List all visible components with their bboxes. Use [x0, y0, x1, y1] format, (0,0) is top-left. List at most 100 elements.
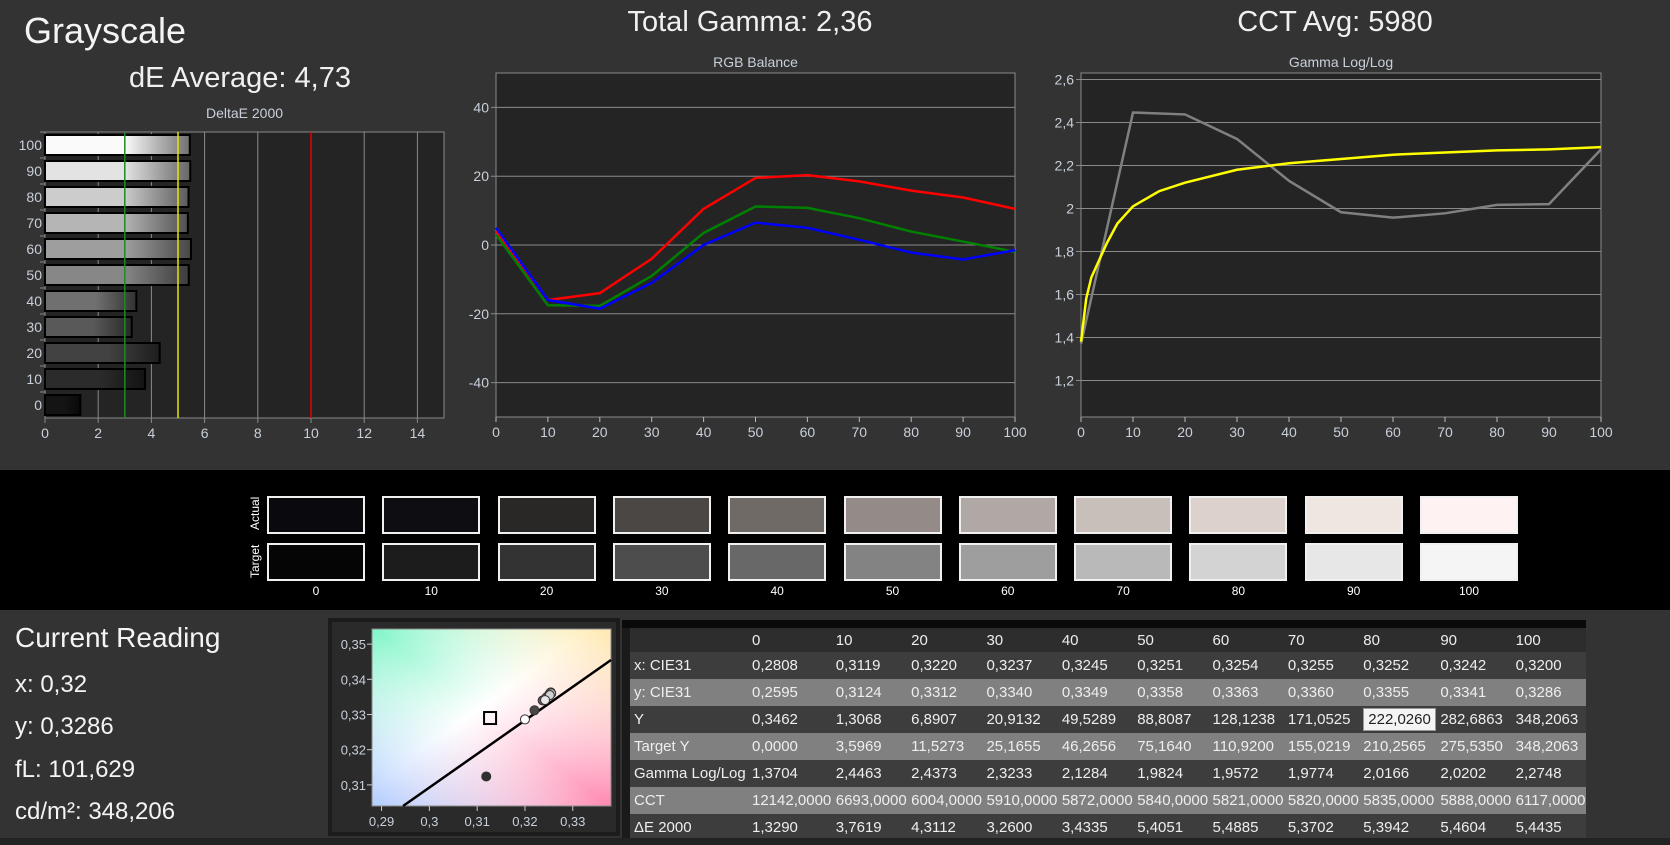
- column-header: 80: [1359, 620, 1437, 652]
- table-cell[interactable]: 5,4885: [1208, 814, 1284, 841]
- de-average: dE Average: 4,73: [129, 62, 351, 94]
- table-cell[interactable]: 0,2595: [748, 679, 832, 706]
- table-cell[interactable]: 0,3355: [1359, 679, 1437, 706]
- table-cell[interactable]: 5,4051: [1133, 814, 1209, 841]
- table-cell[interactable]: 0,3340: [982, 679, 1058, 706]
- table-cell[interactable]: 0,3254: [1208, 652, 1284, 679]
- table-cell[interactable]: 0,3245: [1057, 652, 1134, 679]
- table-cell[interactable]: 0,2808: [748, 652, 832, 679]
- actual-swatch: [728, 496, 827, 534]
- actual-swatch: [382, 496, 481, 534]
- table-cell[interactable]: 1,3704: [748, 760, 832, 787]
- table-cell[interactable]: 6004,0000: [907, 787, 983, 814]
- table-cell[interactable]: 5840,0000: [1133, 787, 1209, 814]
- table-cell[interactable]: 2,4463: [831, 760, 908, 787]
- table-cell[interactable]: 5,4604: [1436, 814, 1512, 841]
- table-cell[interactable]: 0,3349: [1057, 679, 1134, 706]
- table-cell[interactable]: 275,5350: [1436, 733, 1512, 760]
- table-cell[interactable]: 1,9572: [1208, 760, 1284, 787]
- table-cell[interactable]: 1,9824: [1133, 760, 1209, 787]
- table-cell[interactable]: 0,3237: [982, 652, 1058, 679]
- x-tick-label: 30: [644, 424, 660, 440]
- table-cell[interactable]: 5888,0000: [1436, 787, 1512, 814]
- table-cell[interactable]: 20,9132: [982, 706, 1058, 733]
- table-cell[interactable]: 0,3312: [907, 679, 983, 706]
- table-cell[interactable]: 49,5289: [1057, 706, 1134, 733]
- table-cell[interactable]: 5820,0000: [1283, 787, 1360, 814]
- target-swatch: [843, 543, 942, 581]
- y-tick-label: 0,35: [341, 637, 366, 652]
- selected-cell[interactable]: 222,0260: [1363, 708, 1436, 731]
- table-cell[interactable]: 5,3702: [1283, 814, 1360, 841]
- measurement-point: [529, 705, 540, 716]
- table-cell[interactable]: 11,5273: [907, 733, 983, 760]
- y-tick-label: 100: [19, 137, 43, 153]
- table-cell[interactable]: 0,3363: [1208, 679, 1284, 706]
- table-cell[interactable]: 0,0000: [748, 733, 832, 760]
- table-cell[interactable]: 2,4373: [907, 760, 983, 787]
- table-cell[interactable]: 0,3220: [907, 652, 983, 679]
- table-cell[interactable]: 348,2063: [1511, 733, 1586, 760]
- table-cell[interactable]: 2,0166: [1359, 760, 1437, 787]
- table-cell[interactable]: 3,5969: [831, 733, 908, 760]
- x-tick-label: 20: [592, 424, 608, 440]
- table-cell[interactable]: 25,1655: [982, 733, 1058, 760]
- deltae-bar: [44, 134, 191, 156]
- table-cell[interactable]: 2,1284: [1057, 760, 1134, 787]
- table-cell[interactable]: 2,3233: [982, 760, 1058, 787]
- table-cell[interactable]: 155,0219: [1283, 733, 1360, 760]
- table-cell[interactable]: 0,3200: [1511, 652, 1586, 679]
- table-cell[interactable]: 222,0260: [1359, 706, 1437, 733]
- table-cell[interactable]: 0,3252: [1359, 652, 1437, 679]
- swatch-label: 50: [885, 584, 900, 598]
- swatch-panel: Actual Target 0 10 20 30 40 50 60 70 80 90 100: [0, 470, 1670, 610]
- table-cell[interactable]: 6117,0000: [1511, 787, 1586, 814]
- table-cell[interactable]: 2,2748: [1511, 760, 1586, 787]
- table-cell[interactable]: 1,3290: [748, 814, 832, 841]
- table-cell[interactable]: 3,4335: [1057, 814, 1134, 841]
- table-cell[interactable]: 5872,0000: [1057, 787, 1134, 814]
- table-cell[interactable]: 171,0525: [1283, 706, 1360, 733]
- deltae-bar: [44, 368, 147, 390]
- swatch-label: 90: [1347, 584, 1361, 598]
- table-cell[interactable]: 5,3942: [1359, 814, 1437, 841]
- table-cell[interactable]: 5910,0000: [982, 787, 1058, 814]
- table-cell[interactable]: 128,1238: [1208, 706, 1284, 733]
- table-cell[interactable]: 0,3255: [1283, 652, 1360, 679]
- y-tick-label: 2,4: [1055, 114, 1075, 130]
- table-cell[interactable]: 0,3286: [1511, 679, 1586, 706]
- table-cell[interactable]: 210,2565: [1359, 733, 1437, 760]
- table-cell[interactable]: 5835,0000: [1359, 787, 1437, 814]
- target-whitepoint: [483, 711, 498, 726]
- table-cell[interactable]: 0,3242: [1436, 652, 1512, 679]
- x-tick-label: 90: [1541, 424, 1557, 440]
- table-cell[interactable]: 0,3358: [1133, 679, 1209, 706]
- table-cell[interactable]: 46,2656: [1057, 733, 1134, 760]
- table-cell[interactable]: 88,8087: [1133, 706, 1209, 733]
- table-cell[interactable]: 5,4435: [1511, 814, 1586, 841]
- target-swatch: [728, 543, 827, 581]
- table-cell[interactable]: 0,3341: [1436, 679, 1512, 706]
- table-cell[interactable]: 4,3112: [907, 814, 983, 841]
- table-cell[interactable]: 0,3251: [1133, 652, 1209, 679]
- table-cell[interactable]: 1,3068: [831, 706, 908, 733]
- table-cell[interactable]: 6,8907: [907, 706, 983, 733]
- table-cell[interactable]: 0,3462: [748, 706, 832, 733]
- measurement-table: 0 10 20 30 40 50 60 70 80 90 100 x: CIE31 0,2808 0,31…: [622, 620, 1586, 841]
- table-cell[interactable]: 0,3360: [1283, 679, 1360, 706]
- table-cell[interactable]: 1,9774: [1283, 760, 1360, 787]
- table-cell[interactable]: 3,2600: [982, 814, 1058, 841]
- table-cell[interactable]: 0,3124: [831, 679, 908, 706]
- table-cell[interactable]: 5821,0000: [1208, 787, 1284, 814]
- table-cell[interactable]: 0,3119: [831, 652, 908, 679]
- table-cell[interactable]: 282,6863: [1436, 706, 1512, 733]
- reading-y: y: 0,3286: [15, 713, 114, 740]
- table-cell[interactable]: 3,7619: [831, 814, 908, 841]
- table-cell[interactable]: 75,1640: [1133, 733, 1209, 760]
- table-cell[interactable]: 2,0202: [1436, 760, 1512, 787]
- table-cell[interactable]: 6693,0000: [831, 787, 908, 814]
- table-cell[interactable]: 110,9200: [1208, 733, 1284, 760]
- table-cell[interactable]: 348,2063: [1511, 706, 1586, 733]
- table-cell[interactable]: 12142,0000: [748, 787, 832, 814]
- y-tick-label: 0,32: [341, 743, 366, 758]
